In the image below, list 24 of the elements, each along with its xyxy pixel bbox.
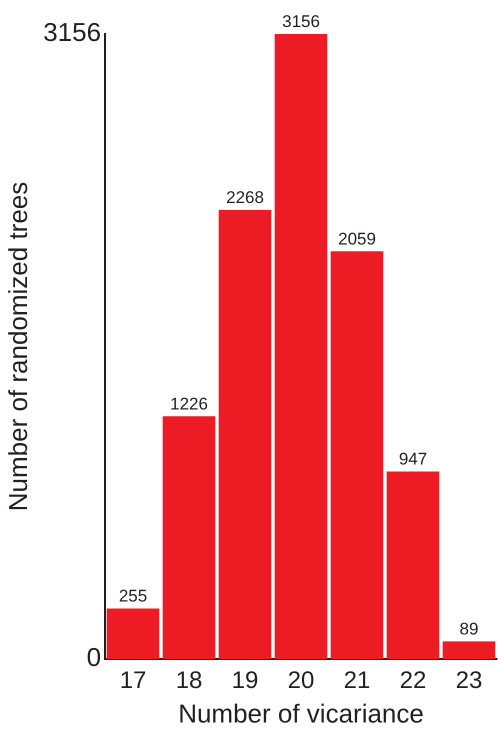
bar bbox=[162, 416, 216, 659]
bar bbox=[386, 471, 440, 659]
bar bbox=[106, 608, 160, 659]
x-tick-label: 17 bbox=[120, 667, 146, 694]
data-label: 947 bbox=[398, 450, 428, 469]
bar bbox=[330, 251, 384, 659]
y-axis-title: Number of randomized trees bbox=[2, 182, 33, 512]
x-tick-label: 19 bbox=[232, 667, 258, 694]
bar bbox=[218, 210, 272, 659]
x-tick-label: 20 bbox=[288, 667, 314, 694]
data-label: 2268 bbox=[226, 188, 264, 208]
x-axis-title: Number of vicariance bbox=[178, 698, 424, 729]
bar bbox=[442, 641, 496, 659]
x-tick-label: 21 bbox=[344, 667, 370, 694]
x-tick-label: 18 bbox=[176, 667, 202, 694]
data-label: 2059 bbox=[338, 229, 376, 248]
data-label: 89 bbox=[460, 620, 478, 639]
x-tick-label: 22 bbox=[400, 667, 426, 694]
bar bbox=[274, 34, 328, 659]
y-tick-label: 0 bbox=[86, 642, 102, 672]
data-label: 1226 bbox=[170, 394, 208, 414]
data-label: 255 bbox=[118, 586, 148, 606]
data-label: 3156 bbox=[282, 12, 320, 32]
x-tick-label: 23 bbox=[456, 667, 482, 694]
